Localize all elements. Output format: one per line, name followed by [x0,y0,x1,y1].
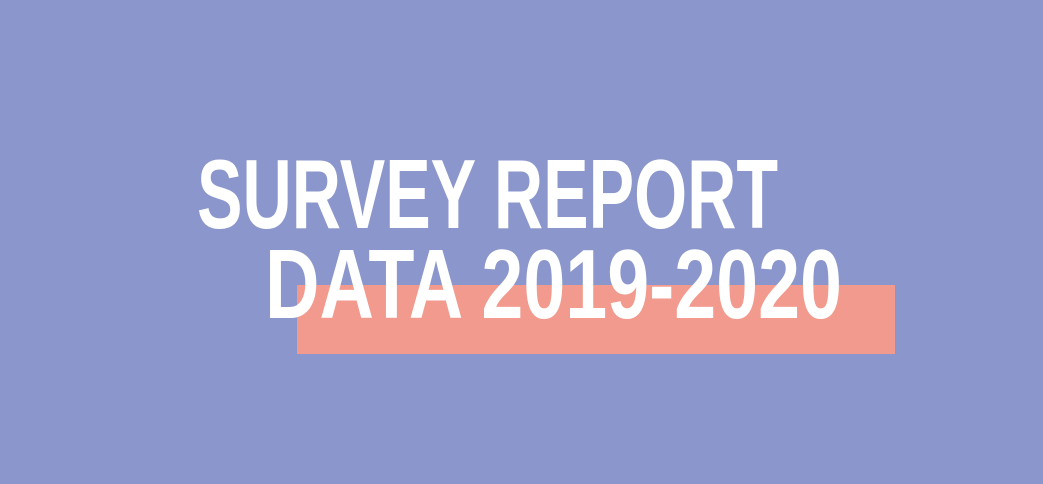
title-line-2: DATA 2019-2020 [265,229,842,339]
title-line-1: SURVEY REPORT [197,139,778,249]
highlight-block [297,285,895,354]
